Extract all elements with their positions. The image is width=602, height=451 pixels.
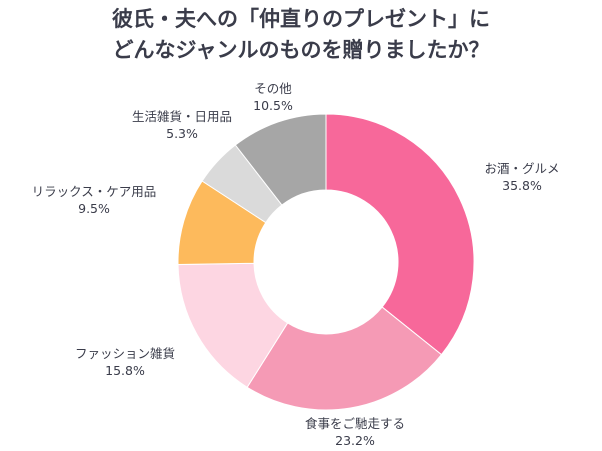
slice-label: ファッション雑貨: [74, 346, 176, 361]
slice-label: リラックス・ケア用品: [31, 184, 157, 199]
label-alcohol-gourmet: お酒・グルメ 35.8%: [484, 160, 559, 194]
label-fashion: ファッション雑貨 15.8%: [75, 345, 175, 379]
slice-label: 生活雑貨・日用品: [131, 109, 233, 124]
slice-value: 10.5%: [253, 98, 293, 113]
slice-label: その他: [254, 81, 292, 96]
slice-value: 9.5%: [78, 201, 110, 216]
slice-label: お酒・グルメ: [484, 161, 560, 176]
slice-value: 5.3%: [166, 126, 198, 141]
donut-slice-5: [234, 113, 327, 206]
title-line-2: どんなジャンルのものを贈りましたか？: [112, 38, 490, 62]
slice-value: 23.2%: [335, 433, 375, 448]
donut-slice-0: [325, 113, 475, 356]
chart-title: 彼氏・夫への「仲直りのプレゼント」に どんなジャンルのものを贈りましたか？: [0, 4, 602, 66]
label-relax-care: リラックス・ケア用品 9.5%: [32, 183, 157, 217]
slice-value: 15.8%: [105, 363, 145, 378]
title-line-1: 彼氏・夫への「仲直りのプレゼント」に: [112, 7, 490, 31]
label-other: その他 10.5%: [253, 80, 293, 114]
slice-label: 食事をご馳走する: [304, 416, 406, 431]
label-treat-meal: 食事をご馳走する 23.2%: [305, 415, 405, 449]
label-daily-goods: 生活雑貨・日用品 5.3%: [132, 108, 232, 142]
donut-slice-1: [246, 306, 443, 411]
slice-value: 35.8%: [502, 178, 542, 193]
